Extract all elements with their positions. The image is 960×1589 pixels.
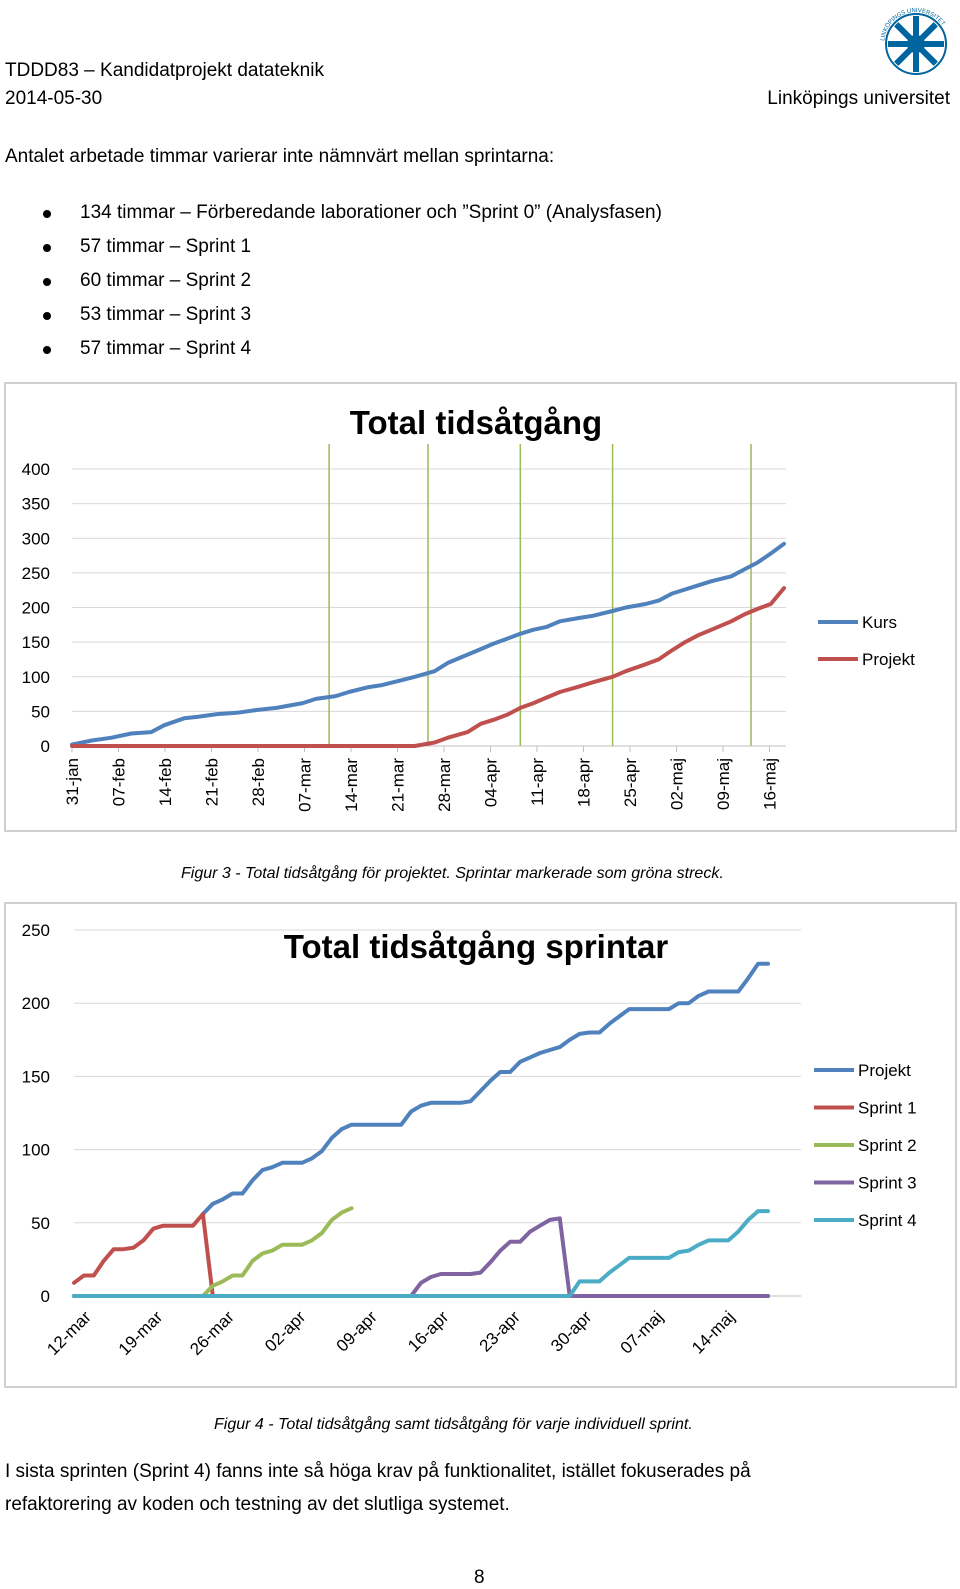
chart-total-time: 0 50 100 150 200 250 300 350 400 Total tidsåtgång…	[4, 382, 957, 832]
hours-list: 134 timmar – Förberedande laborationer o…	[0, 196, 662, 366]
legend-label: Sprint 3	[858, 1174, 917, 1193]
chart-title: Total tidsåtgång sprintar	[284, 928, 669, 965]
chart-total-time-svg: 0 50 100 150 200 250 300 350 400 Total tidsåtgång…	[22, 404, 916, 812]
y-tick-label: 250	[22, 564, 50, 583]
series-line-sprint-2	[72, 1206, 354, 1298]
list-item: 60 timmar – Sprint 2	[0, 264, 662, 298]
legend-label: Projekt	[858, 1061, 911, 1080]
x-tick-label: 09-maj	[714, 758, 733, 810]
liu-crest-icon: LINKÖPINGS UNIVERSITET	[880, 8, 947, 75]
x-tick-label: 02-apr	[261, 1307, 309, 1355]
x-tick-label: 07-maj	[617, 1307, 667, 1357]
y-tick-label: 300	[22, 529, 50, 548]
chart-title: Total tidsåtgång	[350, 404, 602, 441]
conclusion-paragraph: I sista sprinten (Sprint 4) fanns inte s…	[5, 1461, 751, 1515]
figure-3-caption: Figur 3 - Total tidsåtgång för projektet…	[181, 865, 724, 882]
x-tick-label: 25-apr	[621, 758, 640, 807]
series-line-sprint-3	[72, 1216, 770, 1298]
y-tick-label: 350	[22, 495, 50, 514]
y-tick-label: 0	[41, 737, 50, 756]
y-tick-label: 0	[41, 1287, 50, 1306]
series-line-projekt	[200, 961, 770, 1216]
series-line-sprint-4	[72, 1209, 770, 1298]
series-line-projekt	[70, 586, 786, 748]
x-tick-label: 16-apr	[404, 1307, 452, 1355]
x-tick-label: 23-apr	[476, 1307, 524, 1355]
x-tick-label: 26-mar	[186, 1307, 238, 1359]
list-item: 57 timmar – Sprint 4	[0, 332, 662, 366]
y-tick-label: 400	[22, 460, 50, 479]
y-tick-label: 100	[22, 1141, 50, 1160]
page-number: 8	[474, 1567, 485, 1588]
list-item: 134 timmar – Förberedande laborationer o…	[0, 196, 662, 230]
list-item: 53 timmar – Sprint 3	[0, 298, 662, 332]
chart-sprint-time-svg: 0 50 100 150 200 250 Total tidsåtgång sprintar…	[22, 921, 917, 1359]
x-tick-label: 14-mar	[342, 758, 361, 812]
x-tick-label: 07-feb	[110, 758, 129, 806]
y-tick-label: 200	[22, 599, 50, 618]
list-item: 57 timmar – Sprint 1	[0, 230, 662, 264]
x-tick-label: 14-feb	[156, 758, 175, 806]
series-line-kurs	[70, 541, 786, 747]
x-tick-label: 21-mar	[389, 758, 408, 812]
y-tick-label: 150	[22, 633, 50, 652]
header-course: TDDD83 – Kandidatprojekt datateknik	[5, 60, 324, 81]
y-tick-label: 150	[22, 1067, 50, 1086]
header-university: Linköpings universitet	[767, 88, 950, 109]
x-tick-label: 28-feb	[249, 758, 268, 806]
x-tick-label: 19-mar	[115, 1307, 167, 1359]
chart-sprint-time: 0 50 100 150 200 250 Total tidsåtgång sprintar…	[4, 902, 957, 1388]
figure-4-caption: Figur 4 - Total tidsåtgång samt tidsåtgå…	[214, 1416, 693, 1433]
y-tick-label: 100	[22, 668, 50, 687]
legend-label: Sprint 4	[858, 1211, 917, 1230]
x-tick-label: 30-apr	[547, 1307, 595, 1355]
x-tick-label: 16-maj	[761, 758, 780, 810]
legend-label: Sprint 1	[858, 1099, 917, 1118]
legend-label: Kurs	[862, 613, 897, 632]
y-tick-label: 250	[22, 921, 50, 940]
x-tick-label: 14-maj	[688, 1307, 738, 1357]
x-tick-label: 28-mar	[435, 758, 454, 812]
y-tick-label: 50	[31, 702, 50, 721]
x-tick-label: 18-apr	[575, 758, 594, 807]
legend-label: Projekt	[862, 650, 915, 669]
x-tick-label: 09-apr	[333, 1307, 381, 1355]
y-tick-label: 200	[22, 994, 50, 1013]
x-tick-label: 31-jan	[63, 758, 82, 805]
legend-label: Sprint 2	[858, 1136, 917, 1155]
y-tick-label: 50	[31, 1214, 50, 1233]
header-date: 2014-05-30	[5, 88, 103, 109]
x-tick-label: 12-mar	[43, 1307, 95, 1359]
x-tick-label: 04-apr	[482, 758, 501, 807]
x-tick-label: 11-apr	[528, 758, 547, 806]
x-tick-label: 07-mar	[296, 758, 315, 812]
series-line-sprint-1	[72, 1212, 770, 1298]
x-tick-label: 02-maj	[668, 758, 687, 810]
intro-text: Antalet arbetade timmar varierar inte nä…	[5, 146, 555, 167]
x-tick-label: 21-feb	[203, 758, 222, 806]
